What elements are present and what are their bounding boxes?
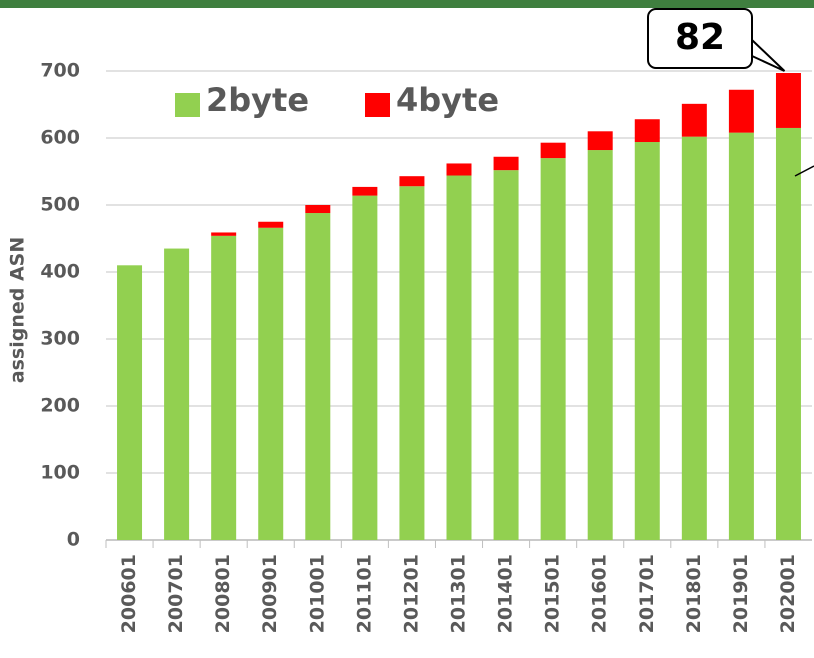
pointer-line	[794, 165, 814, 177]
y-tick-label: 500	[40, 194, 80, 216]
legend-label: 4byte	[396, 81, 499, 119]
bar-segment	[399, 186, 425, 541]
legend-label: 2byte	[206, 81, 309, 119]
x-tick-label: 201101	[353, 554, 375, 633]
bar-segment	[540, 142, 566, 159]
x-tick-label: 202001	[777, 554, 799, 633]
bar-segment	[352, 186, 378, 196]
callout-box	[647, 8, 753, 69]
bar-segment	[728, 132, 754, 540]
bar-segment	[258, 221, 284, 228]
bar-segment	[587, 131, 613, 151]
bar-segment	[634, 142, 660, 540]
data-label: 82	[675, 17, 725, 58]
bar-segment	[446, 163, 472, 176]
bar-segment	[493, 170, 519, 540]
x-tick-label: 201701	[636, 554, 658, 633]
bar-segment	[775, 73, 801, 128]
callout-tail	[751, 39, 786, 72]
bar-segment	[117, 265, 143, 540]
y-tick-label: 0	[67, 529, 80, 551]
bar-segment	[775, 127, 801, 540]
y-tick-label: 400	[40, 261, 80, 283]
x-tick-label: 201501	[542, 554, 564, 633]
y-tick-label: 100	[40, 462, 80, 484]
x-tick-label: 200901	[259, 554, 281, 633]
x-tick-label: 201201	[400, 554, 422, 633]
bar-segment	[164, 248, 190, 541]
bar-segment	[634, 119, 660, 143]
top-band	[0, 0, 814, 8]
x-tick-label: 201401	[495, 554, 517, 633]
x-tick-label: 201601	[589, 554, 611, 633]
bar-segment	[211, 235, 237, 540]
x-tick-label: 200701	[165, 554, 187, 633]
legend-swatch	[365, 93, 390, 117]
bar-segment	[493, 156, 519, 171]
y-tick-label: 700	[40, 60, 80, 82]
x-tick-label: 200801	[212, 554, 234, 633]
bar-segment	[540, 158, 566, 540]
bar-segment	[305, 213, 331, 541]
x-tick-label: 201301	[448, 554, 470, 633]
bar-segment	[211, 232, 237, 236]
x-tick-label: 201901	[730, 554, 752, 633]
bar-segment	[728, 89, 754, 133]
y-tick-label: 300	[40, 328, 80, 350]
bar-segment	[681, 103, 707, 137]
x-tick-label: 200601	[118, 554, 140, 633]
x-tick-label: 201801	[683, 554, 705, 633]
bar-segment	[681, 136, 707, 540]
bar-segment	[305, 205, 331, 214]
x-tick-label: 201001	[306, 554, 328, 633]
y-axis-label: assigned ASN	[7, 237, 29, 383]
y-tick-label: 600	[40, 127, 80, 149]
bar-segment	[587, 150, 613, 540]
y-tick-label: 200	[40, 395, 80, 417]
bar-segment	[352, 195, 378, 540]
bar-segment	[446, 175, 472, 540]
bar-segment	[399, 176, 425, 187]
bar-segment	[258, 227, 284, 540]
legend-swatch	[175, 93, 200, 117]
